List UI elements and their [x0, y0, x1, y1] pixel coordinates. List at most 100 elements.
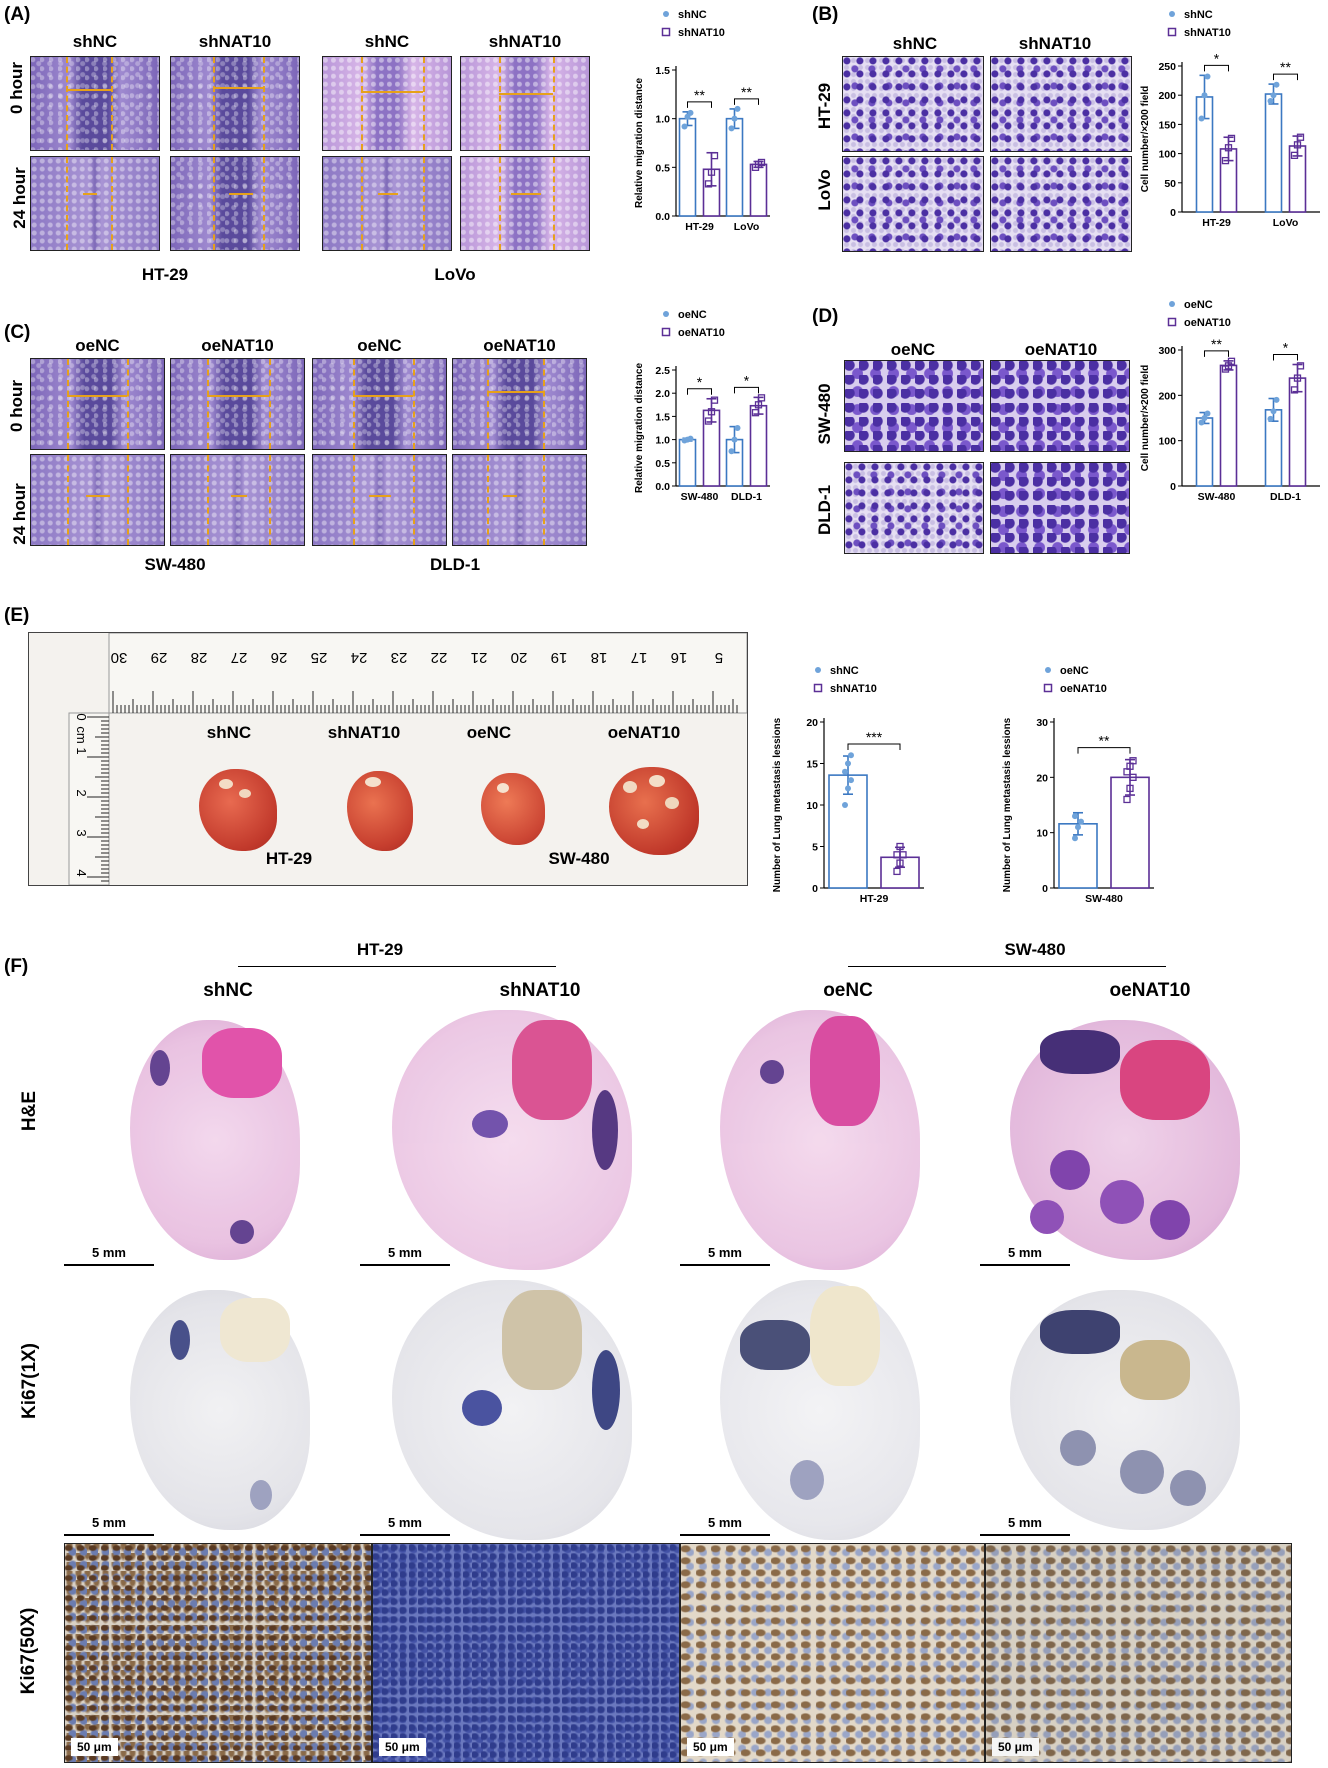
- x-tick-label: SW-480: [1198, 491, 1236, 503]
- y-tick-label: 2.0: [655, 388, 670, 400]
- wound-image: [452, 358, 587, 450]
- legend-label: shNC: [830, 665, 859, 677]
- ruler-number: 20: [511, 649, 528, 666]
- chart-a: shNC shNAT10 0.0 0.5 1.0 1.5 Relative migratio…: [634, 9, 770, 233]
- data-point: [1201, 92, 1208, 99]
- group-header: HT-29: [356, 940, 404, 959]
- col-label: shNC: [364, 32, 410, 51]
- significance-bracket: [1077, 747, 1131, 754]
- y-tick-label: 5: [812, 842, 818, 854]
- chart-e2: oeNC oeNAT10 0 10 20 30 Number of Lung metasta…: [1002, 665, 1154, 905]
- data-point: [1296, 362, 1305, 370]
- panel-label-b: (B): [812, 4, 839, 25]
- data-point: [1201, 415, 1208, 421]
- data-point: [681, 123, 688, 130]
- panel-label-f: (F): [4, 956, 29, 977]
- chart-e1: shNC shNAT10 0 5 10 15 20 Number of Lung metast…: [772, 665, 924, 905]
- ruler-number: 24: [351, 649, 368, 666]
- row-label: 24 hour: [10, 167, 29, 229]
- significance-bracket: [687, 388, 712, 395]
- bar: [678, 438, 697, 487]
- ki67-1x-section: [130, 1290, 310, 1530]
- ruler-number: 16: [671, 649, 688, 666]
- y-axis-label: Cell number/×200 field: [1140, 86, 1151, 192]
- data-point: [687, 109, 694, 116]
- y-tick-label: 0: [812, 883, 818, 895]
- significance-bracket: [734, 98, 759, 105]
- col-label: oeNAT10: [1109, 980, 1191, 1001]
- col-label: oeNAT10: [1024, 340, 1098, 359]
- group-underline: [848, 966, 1166, 967]
- y-tick-label: 200: [1158, 90, 1176, 102]
- scale-bar: [680, 1264, 770, 1266]
- data-point: [1227, 357, 1236, 365]
- scale-bar-label: 50 μm: [379, 1738, 426, 1756]
- col-label: oeNC: [75, 336, 120, 355]
- x-tick-label: SW-480: [1085, 893, 1123, 905]
- data-point: [1296, 133, 1305, 141]
- y-tick-label: 200: [1158, 390, 1176, 402]
- col-label: shNC: [892, 34, 938, 53]
- col-label: shNC: [203, 980, 253, 1001]
- data-point: [1129, 773, 1137, 781]
- y-tick-label: 0.0: [655, 481, 670, 493]
- col-label: oeNC: [823, 980, 873, 1001]
- col-label: shNAT10: [198, 32, 272, 51]
- row-label: 0 hour: [7, 62, 26, 114]
- bar: [1219, 364, 1238, 487]
- col-label: oeNAT10: [201, 336, 274, 355]
- lung-group-label: shNC: [206, 723, 252, 742]
- significance-label: **: [741, 84, 752, 100]
- y-tick-label: 30: [1036, 717, 1048, 729]
- scale-bar-label: 5 mm: [92, 1515, 126, 1530]
- legend-marker: [663, 11, 669, 17]
- wound-image: [312, 454, 447, 546]
- scale-bar: [64, 1264, 154, 1266]
- bar: [725, 117, 744, 217]
- data-point: [707, 408, 716, 416]
- ruler-number: 0: [74, 713, 89, 720]
- ruler-number: 25: [311, 649, 328, 666]
- col-label: shNAT10: [1018, 34, 1092, 53]
- data-point: [1290, 151, 1299, 160]
- y-tick-label: 1.0: [655, 435, 670, 447]
- y-tick-label: 150: [1158, 119, 1176, 131]
- cell-line-label: SW-480: [144, 555, 206, 574]
- lung-group-label: shNAT10: [327, 723, 401, 742]
- scale-bar-label: 50 μm: [687, 1738, 734, 1756]
- data-point: [1129, 757, 1137, 765]
- cell-line-label: HT-29: [141, 265, 189, 284]
- group-underline: [238, 966, 556, 967]
- panel-label-c: (C): [4, 322, 31, 343]
- chart-d: oeNC oeNAT10 0 100 200 300 Cell number/×200 fi…: [1140, 299, 1320, 503]
- data-point: [1293, 141, 1302, 149]
- he-section: [392, 1010, 632, 1270]
- y-tick-label: 1.0: [655, 114, 670, 126]
- ruler-number: 2: [74, 789, 89, 796]
- data-point: [734, 425, 741, 431]
- legend-label: shNC: [678, 9, 707, 21]
- significance-label: **: [1099, 733, 1110, 749]
- cell-line-label: HT-29: [265, 849, 313, 868]
- col-label: shNAT10: [488, 32, 562, 51]
- scale-bar: [360, 1264, 450, 1266]
- transwell-image: [990, 56, 1132, 152]
- significance-bracket: [1204, 350, 1229, 357]
- data-point: [1123, 795, 1131, 804]
- transwell-image: [842, 56, 984, 152]
- ruler-number: 27: [231, 649, 248, 666]
- scale-bar: [680, 1534, 770, 1536]
- transwell-image: [844, 462, 984, 554]
- cell-line-label: DLD-1: [429, 555, 481, 574]
- y-tick-label: 100: [1158, 436, 1176, 448]
- significance-label: *: [1214, 50, 1220, 66]
- ruler-number: 17: [631, 649, 648, 666]
- significance-label: **: [1211, 336, 1222, 352]
- row-label: LoVo: [815, 169, 834, 211]
- significance-label: **: [694, 87, 705, 103]
- legend-label: oeNAT10: [1060, 683, 1107, 695]
- panel-e-photo: 30 29 28 27 26 25 24 23 22 21 20 19 18 17 16 5 0 cm 1 2 3 4 …: [28, 632, 748, 886]
- y-tick-label: 250: [1158, 61, 1176, 73]
- row-label: 24 hour: [10, 483, 29, 545]
